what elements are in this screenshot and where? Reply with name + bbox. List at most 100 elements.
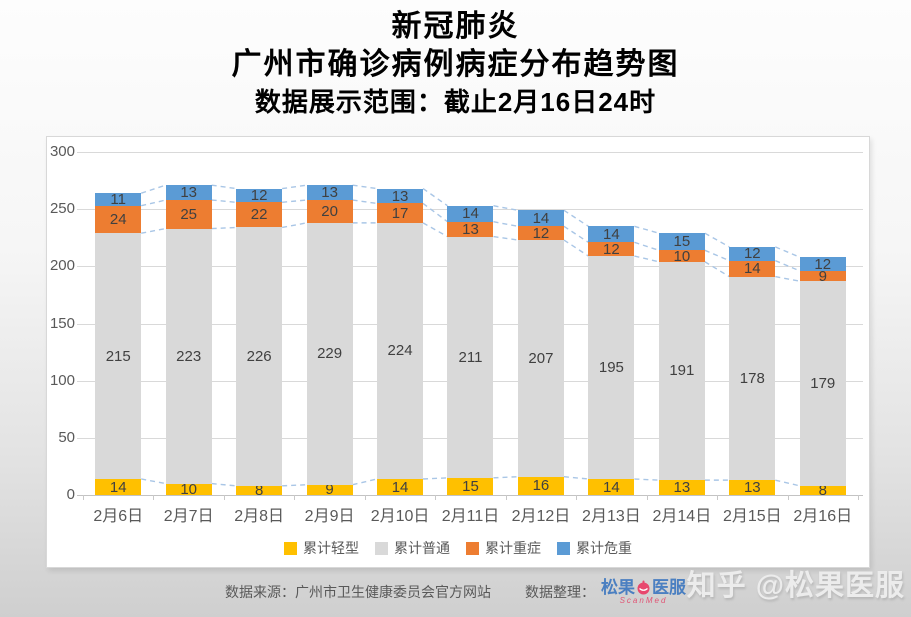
- bar-segment[interactable]: 195: [588, 256, 635, 479]
- x-axis-label: 2月10日: [370, 508, 430, 525]
- bar-segment[interactable]: 223: [165, 228, 212, 484]
- bar-segment[interactable]: 8: [799, 482, 846, 499]
- bar-segment-label: 179: [810, 375, 836, 393]
- series-connector-line: [563, 225, 589, 243]
- bar-segment[interactable]: 178: [729, 276, 776, 481]
- series-connector-line: [282, 184, 307, 190]
- bar-segment[interactable]: 224: [377, 222, 424, 479]
- bar-segment[interactable]: 14: [588, 225, 635, 243]
- bar-segment[interactable]: 13: [165, 184, 212, 201]
- bar-segment[interactable]: 20: [306, 200, 353, 223]
- x-tick-mark: [505, 495, 507, 500]
- bar-segment[interactable]: 179: [799, 281, 846, 486]
- logo-row: 松果 医服: [601, 579, 686, 596]
- bar-segment-label: 13: [462, 220, 479, 238]
- bar-segment-label: 14: [743, 260, 761, 278]
- series-connector-line: [141, 199, 166, 207]
- bar-segment[interactable]: 9: [306, 481, 353, 498]
- legend-item[interactable]: 累计危重: [557, 538, 632, 558]
- bar-column: 14 224 17 13: [365, 152, 435, 496]
- bar-segment-label: 10: [180, 480, 198, 498]
- legend-swatch: [466, 541, 479, 555]
- bar-segment[interactable]: 8: [236, 482, 283, 499]
- gridline: [77, 152, 863, 153]
- bar-segment[interactable]: 13: [306, 184, 353, 202]
- bar-segment[interactable]: 12: [729, 245, 776, 263]
- bar-segment[interactable]: 14: [729, 260, 776, 278]
- bar-segment[interactable]: 10: [658, 248, 705, 265]
- bar-segment-label: 226: [246, 348, 272, 366]
- series-connector-line: [423, 477, 448, 480]
- bar-segment-label: 8: [254, 481, 264, 499]
- bar-segment[interactable]: 191: [658, 261, 705, 481]
- bar-segment[interactable]: 211: [447, 236, 494, 478]
- series-connector-line: [634, 225, 660, 234]
- bar-segment-label: 229: [317, 345, 343, 363]
- title-line-3: 数据展示范围：截止2月16日24时: [254, 87, 657, 117]
- bar-segment[interactable]: 12: [799, 256, 846, 273]
- bar-segment[interactable]: 13: [729, 479, 776, 496]
- bar-segment-label: 15: [673, 233, 691, 251]
- bar-segment[interactable]: 14: [95, 478, 142, 496]
- bar-column: 16 207 12 14: [506, 152, 576, 495]
- bar-segment[interactable]: 13: [377, 187, 424, 205]
- bar-segment-label: 12: [743, 245, 761, 263]
- logo-text-part2: 医服: [652, 578, 686, 597]
- chart-panel: 0 50 100 150 200 250 300 14 215 24 11 10 223 25 13 8 22…: [46, 136, 870, 568]
- bar-segment[interactable]: 17: [377, 203, 424, 223]
- bar-segment-label: 14: [462, 205, 479, 223]
- bar-segment[interactable]: 12: [236, 187, 283, 204]
- x-tick-mark: [646, 495, 648, 500]
- legend-item[interactable]: 累计普通: [375, 538, 450, 558]
- bar-segment[interactable]: 25: [165, 200, 212, 229]
- bar-segment-label: 13: [391, 187, 409, 205]
- series-connector-line: [141, 227, 166, 234]
- bar-segment-label: 14: [603, 225, 620, 243]
- bar-segment[interactable]: 14: [517, 210, 564, 227]
- bar-column: 8 226 22 12: [224, 152, 294, 499]
- bar-column: 13 178 14 12: [717, 152, 787, 496]
- bar-segment[interactable]: 12: [517, 225, 564, 242]
- bar-segment[interactable]: 11: [95, 191, 142, 208]
- bar-segment[interactable]: 226: [236, 227, 283, 486]
- bar-segment-label: 223: [176, 347, 202, 365]
- chart-title: 新冠肺炎 广州市确诊病例病症分布趋势图 数据展示范围：截止2月16日24时: [0, 8, 911, 120]
- legend-item[interactable]: 累计重症: [466, 538, 541, 558]
- bar-segment[interactable]: 14: [447, 205, 494, 223]
- bar-segment[interactable]: 12: [588, 241, 635, 258]
- bar-segment[interactable]: 22: [236, 202, 283, 228]
- bar-segment[interactable]: 15: [658, 233, 705, 251]
- bar-segment[interactable]: 14: [377, 479, 424, 496]
- bar-segment-label: 15: [462, 477, 479, 495]
- bar-segment[interactable]: 15: [447, 477, 494, 495]
- x-tick-mark: [858, 495, 859, 500]
- bar-segment[interactable]: 16: [517, 476, 564, 495]
- bar-segment[interactable]: 13: [447, 220, 494, 238]
- bar-segment[interactable]: 215: [95, 233, 142, 479]
- bar-segment[interactable]: 13: [658, 479, 705, 496]
- x-tick-mark: [435, 495, 437, 500]
- bar-segment[interactable]: 10: [165, 480, 212, 498]
- bar-segment-label: 211: [458, 348, 483, 366]
- bar-segment[interactable]: 229: [306, 222, 353, 485]
- legend-swatch: [375, 541, 388, 555]
- series-connector-line: [563, 209, 589, 227]
- bar-segment-label: 22: [250, 206, 268, 224]
- series-connector-line: [422, 188, 448, 207]
- x-axis: 2月6日 2月7日 2月8日 2月9日 2月10日 2月11日 2月12日 2月13日 2月14…: [83, 502, 858, 526]
- bar-segment-label: 10: [673, 247, 691, 265]
- series-connector-line: [141, 478, 166, 485]
- bar-segment-label: 13: [321, 184, 338, 202]
- logo-text-part1: 松果: [601, 578, 635, 597]
- bar-segment[interactable]: 14: [588, 479, 635, 496]
- bar-segment[interactable]: 9: [799, 268, 846, 285]
- connector-lines: [141, 184, 801, 487]
- legend: 累计轻型 累计普通 累计重症 累计危重: [47, 538, 869, 558]
- bar-segment[interactable]: 207: [517, 240, 564, 477]
- bar-segment-label: 14: [109, 478, 127, 496]
- legend-item[interactable]: 累计轻型: [284, 538, 359, 558]
- series-connector-line: [493, 221, 519, 228]
- x-axis-label: 2月11日: [441, 508, 500, 525]
- bar-segment[interactable]: 24: [95, 205, 142, 234]
- bar-column: 15 211 13 14: [435, 152, 505, 495]
